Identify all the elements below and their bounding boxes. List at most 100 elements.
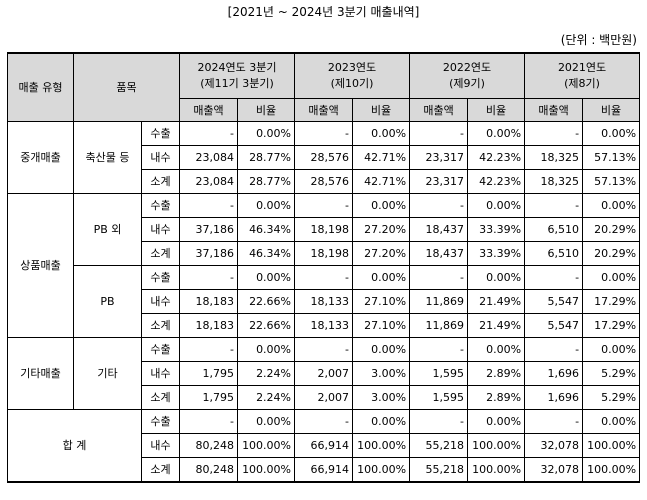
ratio-cell: 0.00% [352,409,411,434]
ratio-cell: 42.71% [352,169,411,194]
header-ratio: 비율 [467,98,526,122]
row-kind-cell: 수출 [141,409,180,434]
amount-cell: 2,007 [294,361,354,386]
period-year: 2023연도 [327,61,377,74]
row-kind-cell: 소계 [141,241,180,266]
table-row: PB 수출 -0.00% -0.00% -0.00% -0.00% [8,265,641,338]
amount-cell: 1,696 [524,361,584,386]
header-amount: 매출액 [524,98,584,122]
table-row: 내수 18,183 22.66% 18,133 27.10% 11,869 21.49% 5,… [8,289,641,314]
ratio-cell: 100.00% [236,433,296,458]
unit-label: (단위 : 백만원) [560,33,637,47]
amount-cell: 23,317 [409,145,469,170]
header-amount: 매출액 [179,98,238,122]
ratio-cell: 22.66% [236,313,296,338]
amount-cell: - [294,265,354,290]
ratio-cell: 57.13% [582,145,641,170]
ratio-cell: 21.49% [467,313,526,338]
ratio-cell: 42.23% [467,169,526,194]
ratio-cell: 100.00% [236,457,296,483]
amount-cell: - [524,121,584,146]
ratio-cell: 0.00% [467,337,526,362]
amount-cell: - [409,337,469,362]
table-row: 소계 1,795 2.24% 2,007 3.00% 1,595 2.89% 1,696 5.2… [8,385,641,410]
amount-cell: 1,595 [409,385,469,410]
ratio-cell: 27.10% [352,313,411,338]
period-year: 2024연도 3분기 [197,61,277,74]
ratio-cell: 0.00% [236,409,296,434]
row-kind-cell: 수출 [141,193,180,218]
ratio-cell: 100.00% [582,457,641,483]
item-cell: PB 외 [73,193,142,266]
table-row: 합 계 수출 -0.00% -0.00% -0.00% -0.00% [7,409,641,483]
row-kind-cell: 내수 [141,361,180,386]
amount-cell: 5,547 [524,289,584,314]
amount-cell: 18,437 [409,217,469,242]
ratio-cell: 33.39% [467,217,526,242]
period-year: 2021연도 [557,61,607,74]
item-cell: PB [73,265,142,338]
amount-cell: 11,869 [409,289,469,314]
ratio-cell: 27.10% [352,289,411,314]
report-title: [2021년 ~ 2024년 3분기 매출내역] [227,5,420,19]
amount-cell: 18,133 [294,313,354,338]
row-kind-cell: 수출 [141,265,180,290]
amount-cell: 1,795 [179,361,238,386]
ratio-cell: 2.24% [236,361,296,386]
amount-cell: 18,183 [179,313,238,338]
period-term: (제9기) [449,77,485,90]
ratio-cell: 5.29% [582,385,641,410]
ratio-cell: 100.00% [467,457,526,483]
ratio-cell: 17.29% [582,313,641,338]
ratio-cell: 3.00% [352,385,411,410]
amount-cell: 6,510 [524,241,584,266]
ratio-cell: 0.00% [352,265,411,290]
amount-cell: - [409,193,469,218]
ratio-cell: 0.00% [582,265,641,290]
header-period: 2022연도 (제9기) [409,52,526,99]
amount-cell: - [524,265,584,290]
ratio-cell: 3.00% [352,361,411,386]
sales-type-cell: 상품매출 [7,193,74,338]
row-kind-cell: 소계 [141,385,180,410]
table-row: 중개매출 축산물 등 수출 -0.00% -0.00% -0.00% -0.00% [7,121,641,194]
row-kind-cell: 수출 [141,337,180,362]
period-term: (제10기) [330,77,374,90]
amount-cell: 32,078 [524,433,584,458]
amount-cell: 18,325 [524,145,584,170]
amount-cell: 55,218 [409,433,469,458]
ratio-cell: 0.00% [467,193,526,218]
table-row: 내수 80,248 100.00% 66,914 100.00% 55,218 100.00… [8,433,641,458]
ratio-cell: 0.00% [236,193,296,218]
header-period: 2023연도 (제10기) [294,52,411,99]
ratio-cell: 22.66% [236,289,296,314]
sales-type-cell: 합 계 [7,409,142,483]
sales-table: 매출 유형 품목 2024연도 3분기 (제11기 3분기) 2023연도 (제… [7,52,641,483]
amount-cell: 80,248 [179,457,238,483]
table-row: 기타매출 기타 수출 -0.00% -0.00% -0.00% -0.00% [7,337,641,410]
table-row: 소계 23,084 28.77% 28,576 42.71% 23,317 42.23% 18… [8,169,641,194]
sales-type-cell: 기타매출 [7,337,74,410]
ratio-cell: 28.77% [236,169,296,194]
ratio-cell: 2.24% [236,385,296,410]
amount-cell: 18,183 [179,289,238,314]
ratio-cell: 0.00% [352,193,411,218]
table-row: 내수 37,186 46.34% 18,198 27.20% 18,437 33.39% 6,… [8,217,641,242]
ratio-cell: 28.77% [236,145,296,170]
ratio-cell: 17.29% [582,289,641,314]
amount-cell: 28,576 [294,145,354,170]
ratio-cell: 0.00% [467,409,526,434]
ratio-cell: 0.00% [582,121,641,146]
table-row: 소계 37,186 46.34% 18,198 27.20% 18,437 33.39% 6,… [8,241,641,266]
header-ratio: 비율 [582,98,641,122]
table-row: 내수 1,795 2.24% 2,007 3.00% 1,595 2.89% 1,696 5.2… [8,361,641,386]
amount-cell: 32,078 [524,457,584,483]
ratio-cell: 20.29% [582,241,641,266]
amount-cell: 1,795 [179,385,238,410]
ratio-cell: 0.00% [582,409,641,434]
ratio-cell: 100.00% [582,433,641,458]
ratio-cell: 0.00% [582,337,641,362]
amount-cell: - [179,409,238,434]
ratio-cell: 0.00% [236,121,296,146]
header-ratio: 비율 [352,98,411,122]
